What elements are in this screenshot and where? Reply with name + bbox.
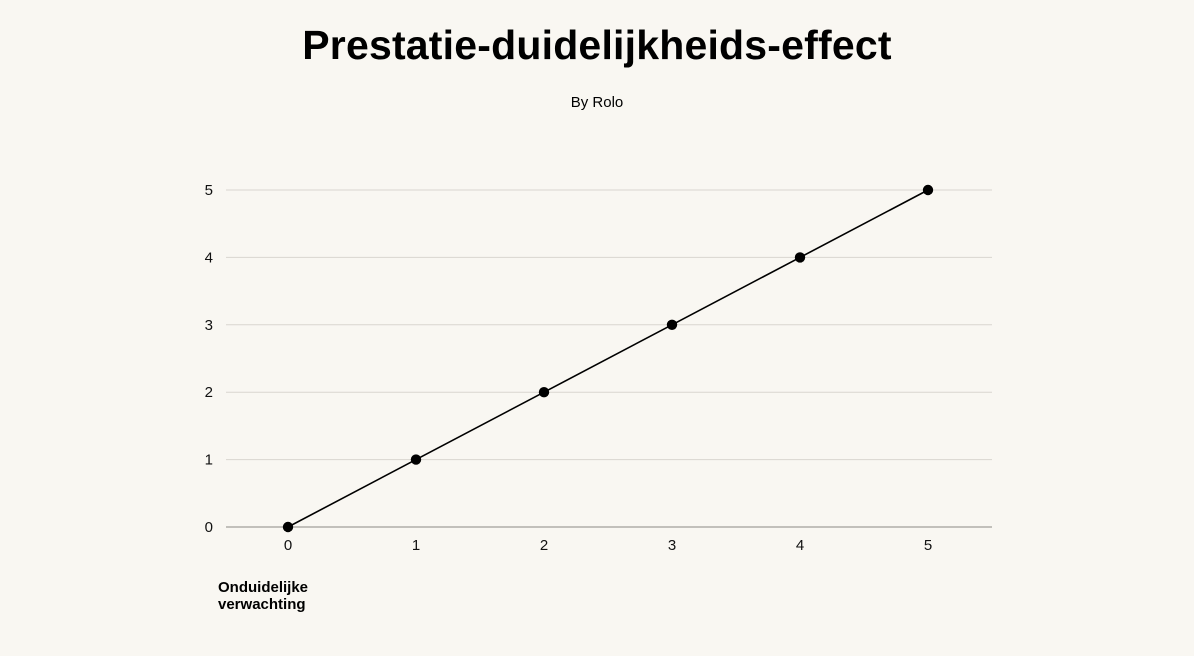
- chart-subtitle: By Rolo: [570, 94, 624, 111]
- data-point: [282, 521, 294, 533]
- y-tick-label: 0: [205, 519, 213, 536]
- data-point: [666, 319, 678, 330]
- gridlines: [226, 189, 992, 528]
- x-tick-label: 2: [540, 537, 548, 554]
- y-tick-label: 4: [205, 249, 213, 266]
- chart-title: Prestatie-duidelijkheids-effect: [302, 22, 892, 68]
- series-line-group: [287, 189, 929, 528]
- series-line: [287, 189, 929, 528]
- y-tick-labels: 0 1 2 3 4 5: [205, 182, 213, 536]
- y-tick-label: 5: [205, 182, 213, 199]
- x-tick-label: 0: [284, 537, 292, 554]
- data-point: [922, 184, 934, 196]
- y-tick-label: 1: [205, 452, 213, 469]
- y-tick-label: 3: [205, 317, 213, 334]
- x-tick-labels: 0 1 2 3 4 5: [284, 537, 932, 554]
- x-tick-label: 1: [412, 537, 420, 554]
- data-point: [794, 252, 806, 263]
- x-axis-label: Onduidelijke verwachting: [218, 579, 309, 613]
- x-tick-label: 4: [796, 537, 804, 554]
- y-tick-label: 2: [205, 384, 213, 401]
- x-tick-label: 5: [924, 537, 932, 554]
- data-point: [538, 387, 550, 398]
- x-tick-label: 3: [668, 537, 676, 554]
- data-points: [282, 184, 934, 533]
- data-point: [410, 454, 422, 465]
